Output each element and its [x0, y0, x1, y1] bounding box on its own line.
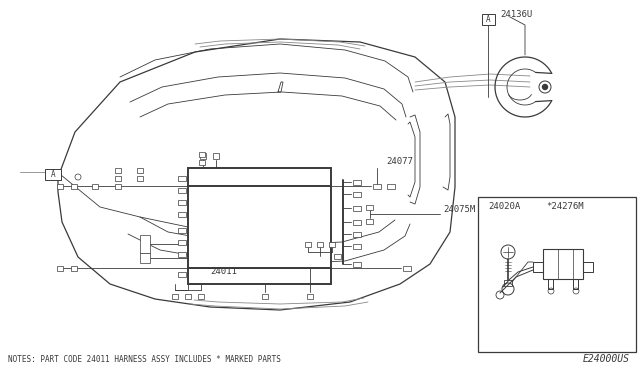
Bar: [178, 212, 186, 217]
Text: NOTES: PART CODE 24011 HARNESS ASSY INCLUDES * MARKED PARTS: NOTES: PART CODE 24011 HARNESS ASSY INCL…: [8, 355, 281, 364]
Bar: [57, 183, 63, 189]
Bar: [353, 231, 361, 237]
Bar: [172, 294, 178, 298]
Bar: [57, 266, 63, 270]
Text: 24136U: 24136U: [500, 10, 532, 19]
Bar: [115, 167, 121, 173]
Bar: [373, 183, 381, 189]
Bar: [140, 235, 150, 253]
Bar: [199, 151, 205, 157]
Bar: [213, 153, 219, 159]
Bar: [178, 228, 186, 232]
Bar: [353, 205, 361, 211]
Bar: [178, 187, 186, 192]
Bar: [478, 197, 636, 352]
Bar: [71, 266, 77, 270]
Bar: [329, 241, 335, 247]
Bar: [200, 153, 206, 159]
Bar: [199, 160, 205, 164]
Bar: [367, 205, 374, 209]
Bar: [543, 249, 583, 279]
Text: 24011: 24011: [210, 267, 237, 276]
Bar: [188, 168, 331, 284]
Bar: [178, 251, 186, 257]
Bar: [178, 176, 186, 180]
Circle shape: [543, 84, 547, 90]
Bar: [482, 14, 495, 25]
Bar: [140, 253, 150, 263]
Bar: [403, 266, 411, 270]
Text: E24000US: E24000US: [583, 354, 630, 364]
Text: 24075M: 24075M: [443, 205, 476, 214]
Bar: [353, 192, 361, 196]
Bar: [353, 180, 361, 185]
Bar: [317, 241, 323, 247]
Bar: [178, 199, 186, 205]
Bar: [178, 240, 186, 244]
Bar: [137, 176, 143, 180]
Bar: [115, 176, 121, 180]
Bar: [71, 183, 77, 189]
Bar: [353, 219, 361, 224]
Text: A: A: [486, 15, 490, 23]
Bar: [387, 183, 395, 189]
Bar: [198, 294, 204, 298]
Text: *24276M: *24276M: [546, 202, 584, 211]
Bar: [185, 294, 191, 298]
Bar: [353, 244, 361, 248]
Bar: [504, 280, 512, 286]
Bar: [115, 183, 121, 189]
Bar: [367, 218, 374, 224]
Bar: [262, 294, 268, 298]
Bar: [178, 272, 186, 276]
Text: 24077: 24077: [386, 157, 413, 166]
Text: 24020A: 24020A: [488, 202, 520, 211]
Bar: [137, 167, 143, 173]
Bar: [353, 262, 361, 266]
Bar: [305, 241, 311, 247]
Bar: [92, 183, 98, 189]
Text: A: A: [51, 170, 55, 179]
Bar: [335, 253, 342, 259]
Bar: [45, 169, 61, 180]
Bar: [307, 294, 313, 298]
